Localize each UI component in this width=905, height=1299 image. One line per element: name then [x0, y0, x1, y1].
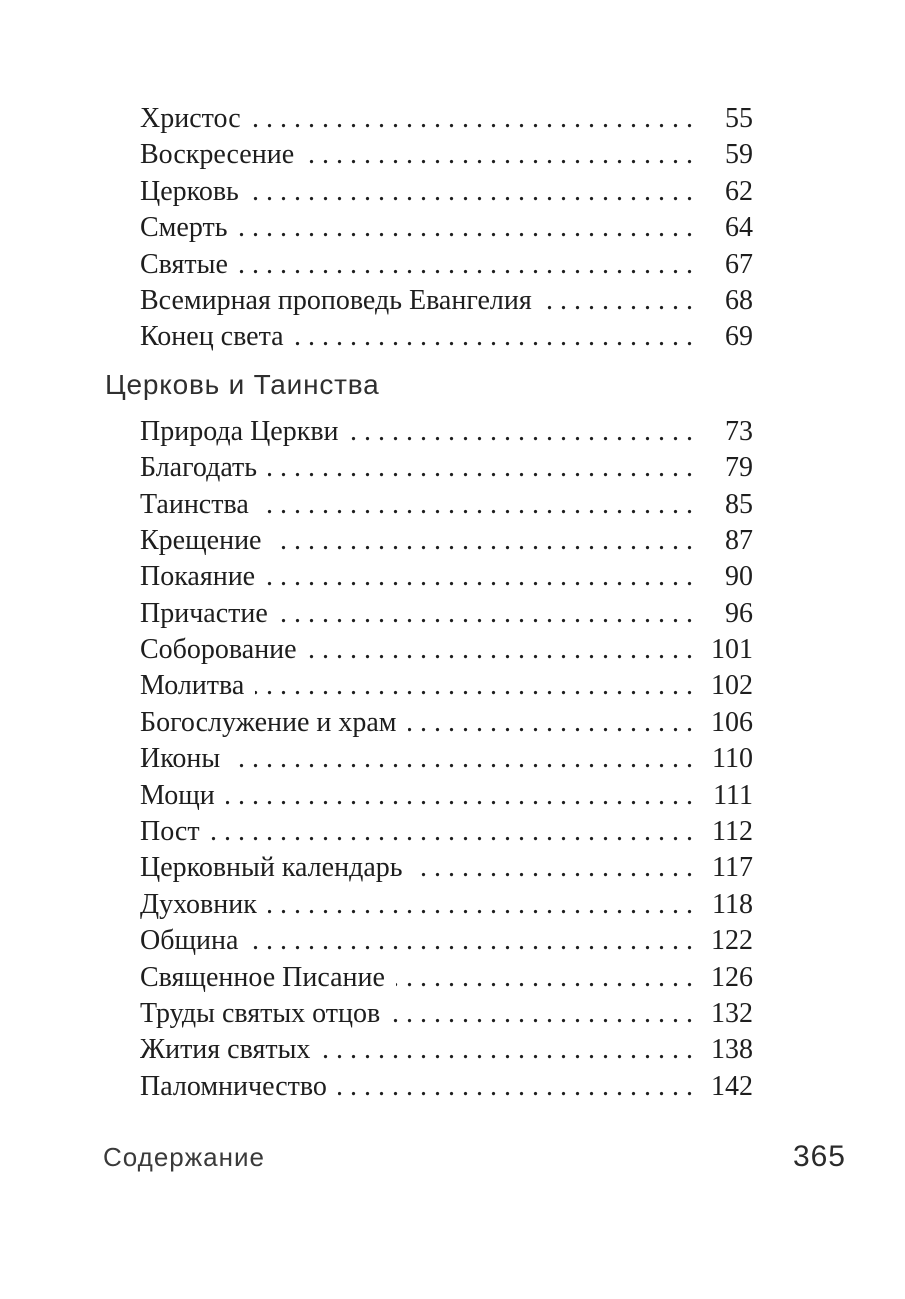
- toc-row: Паломничество 142: [140, 1068, 753, 1106]
- toc-entry-title: Молитва: [140, 668, 256, 705]
- toc-row: Церковь 62: [140, 173, 753, 211]
- toc-entry-title: Паломничество: [140, 1068, 338, 1106]
- toc-entry-page: 102: [694, 668, 753, 705]
- toc-entry-page: 112: [694, 814, 753, 851]
- toc-row: Всемирная проповедь Евангелия 68: [140, 282, 753, 320]
- toc-entry-page: 117: [694, 850, 753, 887]
- toc-row: Воскресение 59: [140, 137, 753, 174]
- toc-entry-title: Природа Церкви: [140, 413, 350, 451]
- toc-row: Богослужение и храм 106: [140, 704, 753, 742]
- toc-row: Причастие 96: [140, 595, 753, 633]
- toc-row: Священное Писание 126: [140, 959, 753, 996]
- footer-running-title: Содержание: [103, 1142, 265, 1172]
- toc-entry-title: Община: [140, 923, 250, 960]
- toc-entry-page: 110: [694, 741, 753, 778]
- toc-entry-page: 138: [694, 1032, 753, 1069]
- toc-entry-title: Смерть: [140, 210, 239, 247]
- toc-row: Община 122: [140, 923, 753, 960]
- toc-entry-title: Покаяние: [140, 559, 267, 596]
- toc-entry-title: Иконы: [140, 741, 232, 778]
- section-heading: Церковь и Таинства: [105, 368, 380, 400]
- dot-leader: [140, 741, 753, 777]
- toc-entry-page: 126: [694, 959, 753, 996]
- toc-row: Пост 112: [140, 814, 753, 851]
- toc-entry-page: 55: [694, 101, 753, 138]
- toc-group: Христос 55 Воскресение 59 Церковь 62 Сме…: [140, 101, 753, 356]
- toc: Христос 55 Воскресение 59 Церковь 62 Сме…: [105, 101, 753, 1106]
- toc-row: Конец света 69: [140, 319, 753, 356]
- toc-entry-page: 64: [694, 210, 753, 247]
- toc-entry-page: 67: [694, 246, 753, 283]
- toc-entry-page: 122: [694, 923, 753, 960]
- toc-entry-page: 96: [694, 595, 753, 633]
- toc-entry-page: 62: [694, 173, 753, 211]
- toc-row: Покаяние 90: [140, 559, 753, 596]
- toc-entry-title: Богослужение и храм: [140, 704, 408, 742]
- toc-entry-page: 69: [694, 319, 753, 356]
- toc-entry-title: Воскресение: [140, 137, 306, 174]
- toc-row: Труды святых отцов 132: [140, 995, 753, 1033]
- toc-row: Крещение 87: [140, 522, 753, 560]
- toc-entry-title: Всемирная проповедь Евангелия: [140, 282, 543, 320]
- toc-row: Смерть 64: [140, 210, 753, 247]
- toc-entry-page: 87: [694, 522, 753, 560]
- toc-entry-title: Крещение: [140, 522, 273, 560]
- toc-entry-title: Соборование: [140, 632, 308, 669]
- dot-leader: [140, 778, 753, 814]
- toc-entry-title: Священное Писание: [140, 959, 396, 996]
- dot-leader: [140, 814, 753, 850]
- toc-row: Мощи 111: [140, 777, 753, 815]
- toc-row: Природа Церкви 73: [140, 413, 753, 451]
- page-footer: Содержание 365: [103, 1140, 846, 1174]
- toc-entry-page: 111: [694, 777, 753, 815]
- toc-entry-title: Конец света: [140, 319, 295, 356]
- toc-entry-title: Таинства: [140, 486, 260, 523]
- toc-entry-title: Духовник: [140, 886, 268, 924]
- toc-entry-page: 118: [694, 886, 753, 924]
- toc-row: Молитва 102: [140, 668, 753, 705]
- toc-entry-page: 142: [694, 1068, 753, 1106]
- toc-row: Святые 67: [140, 246, 753, 283]
- toc-entry-page: 68: [694, 282, 753, 320]
- toc-row: Церковный календарь 117: [140, 850, 753, 887]
- footer-page-number: 365: [792, 1140, 846, 1173]
- toc-entry-title: Христос: [140, 101, 252, 138]
- toc-entry-title: Мощи: [140, 777, 226, 815]
- toc-entry-title: Церковный календарь: [140, 850, 414, 887]
- toc-entry-title: Святые: [140, 246, 239, 283]
- toc-row: Иконы 110: [140, 741, 753, 778]
- toc-entry-page: 79: [694, 450, 753, 487]
- toc-row: Христос 55: [140, 101, 753, 138]
- toc-entry-page: 90: [694, 559, 753, 596]
- toc-entry-page: 59: [694, 137, 753, 174]
- toc-row: Благодать 79: [140, 450, 753, 487]
- toc-row: Духовник 118: [140, 886, 753, 924]
- toc-entry-title: Причастие: [140, 595, 279, 633]
- toc-row: Таинства 85: [140, 486, 753, 523]
- toc-group: Природа Церкви 73 Благодать 79 Таинства …: [140, 413, 753, 1106]
- toc-entry-page: 106: [694, 704, 753, 742]
- toc-entry-title: Церковь: [140, 173, 250, 211]
- toc-entry-page: 73: [694, 413, 753, 451]
- toc-entry-page: 85: [694, 486, 753, 523]
- toc-entry-title: Труды святых отцов: [140, 995, 392, 1033]
- toc-entry-page: 101: [694, 632, 753, 669]
- toc-row: Соборование 101: [140, 632, 753, 669]
- toc-entry-page: 132: [694, 995, 753, 1033]
- toc-row: Жития святых 138: [140, 1032, 753, 1069]
- toc-entry-title: Жития святых: [140, 1032, 322, 1069]
- toc-entry-title: Благодать: [140, 450, 269, 487]
- toc-entry-title: Пост: [140, 814, 211, 851]
